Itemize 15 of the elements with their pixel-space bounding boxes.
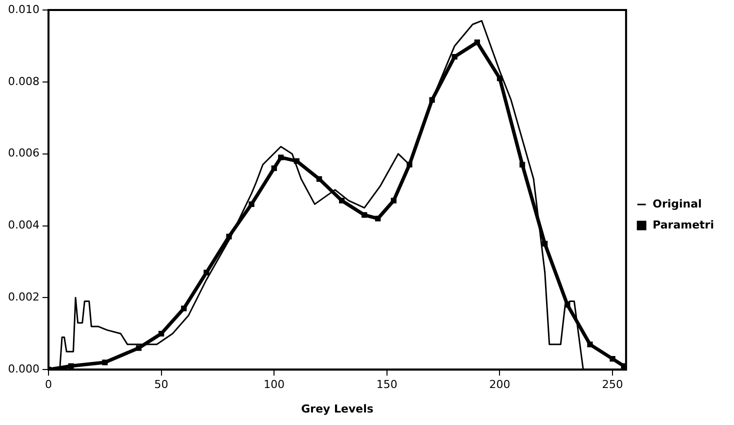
x-tick-label: 100: [264, 378, 285, 392]
x-tick-label: 0: [44, 378, 52, 392]
y-tick-label: 0.006: [8, 146, 40, 160]
x-tick-label: 250: [602, 378, 624, 392]
y-tick-label: 0.000: [8, 362, 40, 376]
x-axis-title: Grey Levels: [301, 402, 374, 416]
x-tick-label: 150: [376, 378, 398, 392]
legend-label: Parametri: [652, 218, 714, 232]
y-tick-label: 0.010: [8, 2, 40, 16]
legend-label: Original: [652, 197, 702, 210]
y-tick-label: 0.008: [8, 74, 40, 88]
x-tick-label: 200: [489, 378, 510, 392]
y-tick-label: 0.004: [8, 218, 40, 232]
y-tick-label: 0.002: [8, 290, 40, 304]
x-tick-label: 50: [154, 378, 168, 392]
